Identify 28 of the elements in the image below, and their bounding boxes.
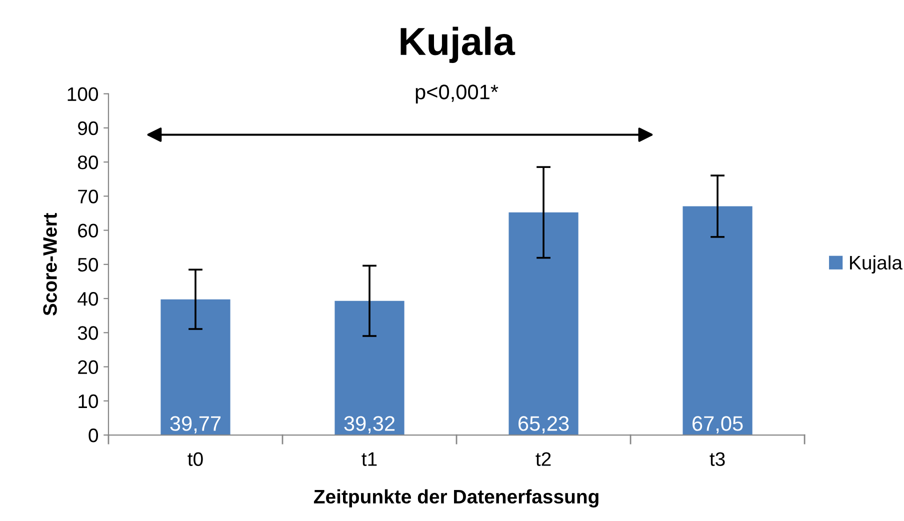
y-tick-label: 50 [78,258,98,272]
y-tick-label: 70 [78,190,98,204]
legend-label: Kujala [850,255,903,274]
data-label: 39,77 [170,416,221,434]
x-tick-label: t1 [362,452,377,466]
x-axis-title: Zeitpunkte der Datenerfassung [314,489,598,508]
y-tick-label: 100 [68,87,98,102]
data-label: 39,32 [344,416,395,434]
y-tick-label: 30 [78,326,98,340]
data-label: 67,05 [692,416,743,434]
y-tick-label: 40 [78,292,98,306]
bar [682,206,752,436]
bar [334,300,404,436]
bar [508,212,578,436]
annotation: p<0,001* [416,84,498,104]
y-tick-label: 60 [78,224,98,238]
y-axis-title: Score-Wert [43,212,57,316]
x-tick-label: t0 [188,452,203,466]
x-tick-label: t3 [710,452,725,466]
y-tick-label: 90 [78,121,98,136]
y-tick-label: 80 [78,156,98,170]
y-tick-label: 20 [78,360,98,374]
chart-title: Kujala [400,26,516,63]
x-tick-label: t2 [536,452,551,466]
data-label: 65,23 [518,416,569,434]
y-tick-label: 10 [78,394,98,408]
bar [160,299,230,436]
y-tick-label: 0 [88,428,98,442]
